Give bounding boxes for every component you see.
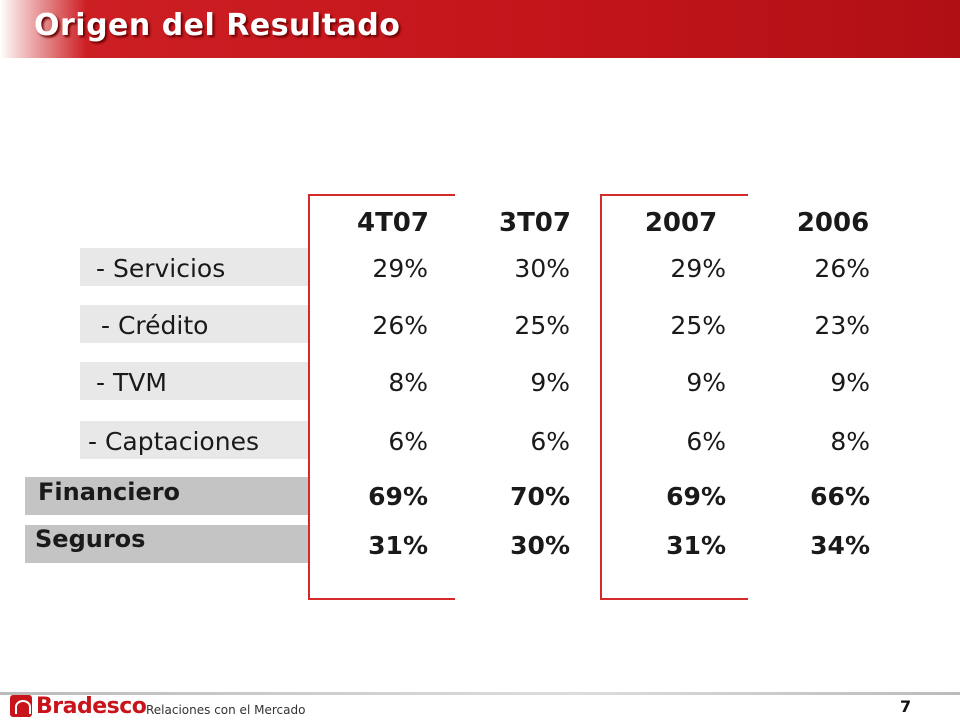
footer-subtitle: Relaciones con el Mercado [146, 703, 306, 717]
table-cell: 6% [686, 427, 726, 456]
table-cell: 31% [368, 531, 428, 560]
column-header: 3T07 [498, 208, 571, 238]
row-label: Seguros [35, 525, 146, 553]
table-cell: 26% [372, 311, 428, 340]
table-cell: 26% [814, 254, 870, 283]
table-cell: 29% [670, 254, 726, 283]
bradesco-logo-icon [10, 695, 32, 717]
table-cell: 9% [830, 368, 870, 397]
page-number: 7 [900, 697, 912, 716]
table-cell: 23% [814, 311, 870, 340]
table-cell: 25% [514, 311, 570, 340]
footer-divider [0, 692, 960, 695]
row-label: - Captaciones [88, 427, 259, 456]
row-label: - Crédito [101, 311, 209, 340]
slide-title: Origen del Resultado [34, 8, 401, 43]
row-label: - Servicios [96, 254, 226, 283]
footer-brand: Bradesco [36, 694, 147, 719]
table-cell: 6% [530, 427, 570, 456]
table-cell: 69% [368, 482, 428, 511]
row-label: Financiero [38, 478, 181, 506]
table-cell: 6% [388, 427, 428, 456]
column-panel-2006 [748, 194, 898, 600]
column-panel-3t07 [455, 194, 605, 600]
table-cell: 31% [666, 531, 726, 560]
row-label: - TVM [96, 368, 167, 397]
table-cell: 9% [530, 368, 570, 397]
table-cell: 25% [670, 311, 726, 340]
table-cell: 9% [686, 368, 726, 397]
column-header: 2006 [796, 208, 870, 238]
table-cell: 8% [388, 368, 428, 397]
column-header: 4T07 [356, 208, 429, 238]
table-cell: 30% [510, 531, 570, 560]
table-cell: 70% [510, 482, 570, 511]
title-banner: Origen del Resultado [0, 0, 960, 58]
column-header: 2007 [644, 208, 718, 238]
table-cell: 30% [514, 254, 570, 283]
table-cell: 29% [372, 254, 428, 283]
table-cell: 34% [810, 531, 870, 560]
table-cell: 66% [810, 482, 870, 511]
table-cell: 69% [666, 482, 726, 511]
table-cell: 8% [830, 427, 870, 456]
